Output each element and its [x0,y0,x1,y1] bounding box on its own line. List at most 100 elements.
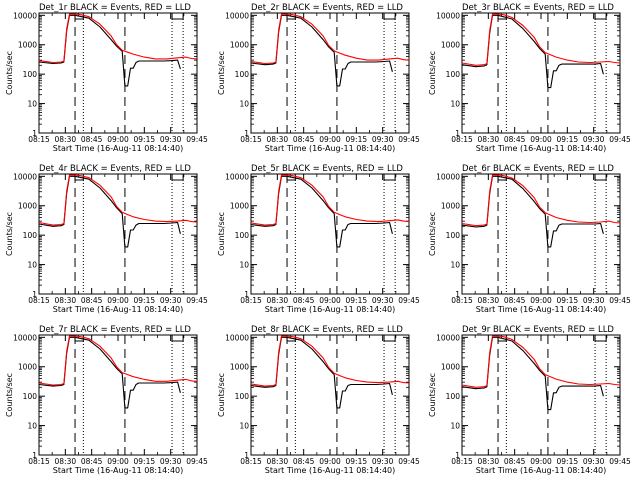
x-tick-label: 09:45 [398,296,420,305]
x-tick-label: 08:45 [504,457,526,466]
x-tick-label: 09:15 [134,135,156,144]
series-events [250,175,393,248]
x-tick-label: 09:00 [319,457,341,466]
plot-frame [38,173,198,295]
x-tick-label: 09:30 [372,457,394,466]
plot-frame [461,173,621,295]
y-tick-label: 1 [32,290,37,299]
x-tick-label: 08:30 [267,296,289,305]
x-tick-label: 09:30 [583,457,605,466]
x-tick-label: 09:00 [107,135,129,144]
x-tick-label: 09:30 [160,296,182,305]
series-events [461,14,604,89]
x-tick-label: 08:30 [478,296,500,305]
interval-marker [383,14,396,20]
x-tick-label: 09:45 [186,135,208,144]
x-tick-label: 08:45 [504,296,526,305]
y-tick-label: 1000 [18,363,37,372]
y-tick-label: 10 [27,422,37,431]
series-events [461,175,604,248]
series-lld [461,335,621,388]
panel-title: Det_4r BLACK = Events, RED = LLD [39,164,191,174]
x-tick-label: 08:15 [451,457,473,466]
x-tick-label: 09:45 [398,457,420,466]
series-lld [250,335,410,387]
y-tick-label: 1 [32,451,37,460]
series-lld [250,13,410,65]
x-tick-label: 08:15 [28,457,50,466]
panel-title: Det_2r BLACK = Events, RED = LLD [251,3,403,13]
panel-7: Det_7r BLACK = Events, RED = LLD 1 10 100 10… [5,325,208,475]
y-tick-label: 10000 [225,172,249,181]
panel-2: Det_2r BLACK = Events, RED = LLD 1 10 100 10… [217,3,420,153]
panel-6: Det_6r BLACK = Events, RED = LLD 1 10 100 10… [428,164,631,314]
x-tick-label: 08:15 [451,296,473,305]
x-tick-label: 08:45 [504,135,526,144]
y-axis-label: Counts/sec [217,212,226,256]
y-tick-label: 1000 [230,363,249,372]
y-tick-label: 10 [450,261,460,270]
y-tick-label: 1 [455,129,460,138]
y-tick-label: 1 [244,451,249,460]
x-axis-label: Start Time (16-Aug-11 08:14:40) [265,305,396,314]
series-lld [461,13,621,66]
y-tick-label: 10 [27,100,37,109]
y-tick-label: 1000 [441,41,460,50]
y-axis-label: Counts/sec [428,51,437,95]
x-tick-label: 09:30 [372,135,394,144]
x-tick-label: 08:45 [81,296,103,305]
series-lld [461,174,621,227]
y-axis-label: Counts/sec [5,212,14,256]
panel-4: Det_4r BLACK = Events, RED = LLD 1 10 100 10… [5,164,208,314]
x-tick-label: 08:15 [240,296,262,305]
series-lld [250,174,410,226]
panel-title: Det_3r BLACK = Events, RED = LLD [462,3,614,13]
x-tick-label: 09:30 [372,296,394,305]
x-tick-label: 09:15 [346,457,368,466]
x-tick-label: 09:00 [319,135,341,144]
y-tick-label: 10000 [13,172,37,181]
y-tick-label: 100 [235,231,250,240]
panel-3: Det_3r BLACK = Events, RED = LLD 1 10 100 10… [428,3,631,153]
x-axis-label: Start Time (16-Aug-11 08:14:40) [476,144,607,153]
x-tick-label: 09:45 [398,135,420,144]
y-tick-label: 100 [235,392,250,401]
plot-frame [38,334,198,456]
interval-marker [497,14,507,20]
x-tick-label: 09:15 [557,135,579,144]
interval-marker [171,336,184,342]
series-events [250,336,393,409]
x-tick-label: 08:45 [293,135,315,144]
x-tick-label: 09:15 [346,296,368,305]
x-tick-label: 09:00 [319,296,341,305]
x-tick-label: 09:45 [609,296,631,305]
y-tick-label: 10 [450,100,460,109]
panel-5: Det_5r BLACK = Events, RED = LLD 1 10 100 10… [217,164,420,314]
interval-marker [383,336,396,342]
y-axis-label: Counts/sec [428,373,437,417]
plot-frame [250,334,410,456]
y-tick-label: 10000 [13,11,37,20]
plot-frame [461,12,621,134]
interval-marker [171,175,184,181]
interval-marker [497,336,507,342]
x-tick-label: 09:45 [186,296,208,305]
y-tick-label: 10000 [225,333,249,342]
x-axis-label: Start Time (16-Aug-11 08:14:40) [265,144,396,153]
x-tick-label: 08:45 [81,457,103,466]
series-events [461,336,604,411]
x-axis-label: Start Time (16-Aug-11 08:14:40) [53,305,184,314]
series-lld [38,13,198,64]
y-tick-label: 10 [239,100,249,109]
y-tick-label: 10000 [13,333,37,342]
y-tick-label: 10 [27,261,37,270]
panel-title: Det_7r BLACK = Events, RED = LLD [39,325,191,335]
x-tick-label: 08:30 [267,457,289,466]
y-tick-label: 100 [446,231,461,240]
x-tick-label: 09:30 [583,296,605,305]
series-events [38,14,181,87]
x-tick-label: 08:15 [240,135,262,144]
x-tick-label: 09:15 [134,296,156,305]
plot-frame [250,173,410,295]
